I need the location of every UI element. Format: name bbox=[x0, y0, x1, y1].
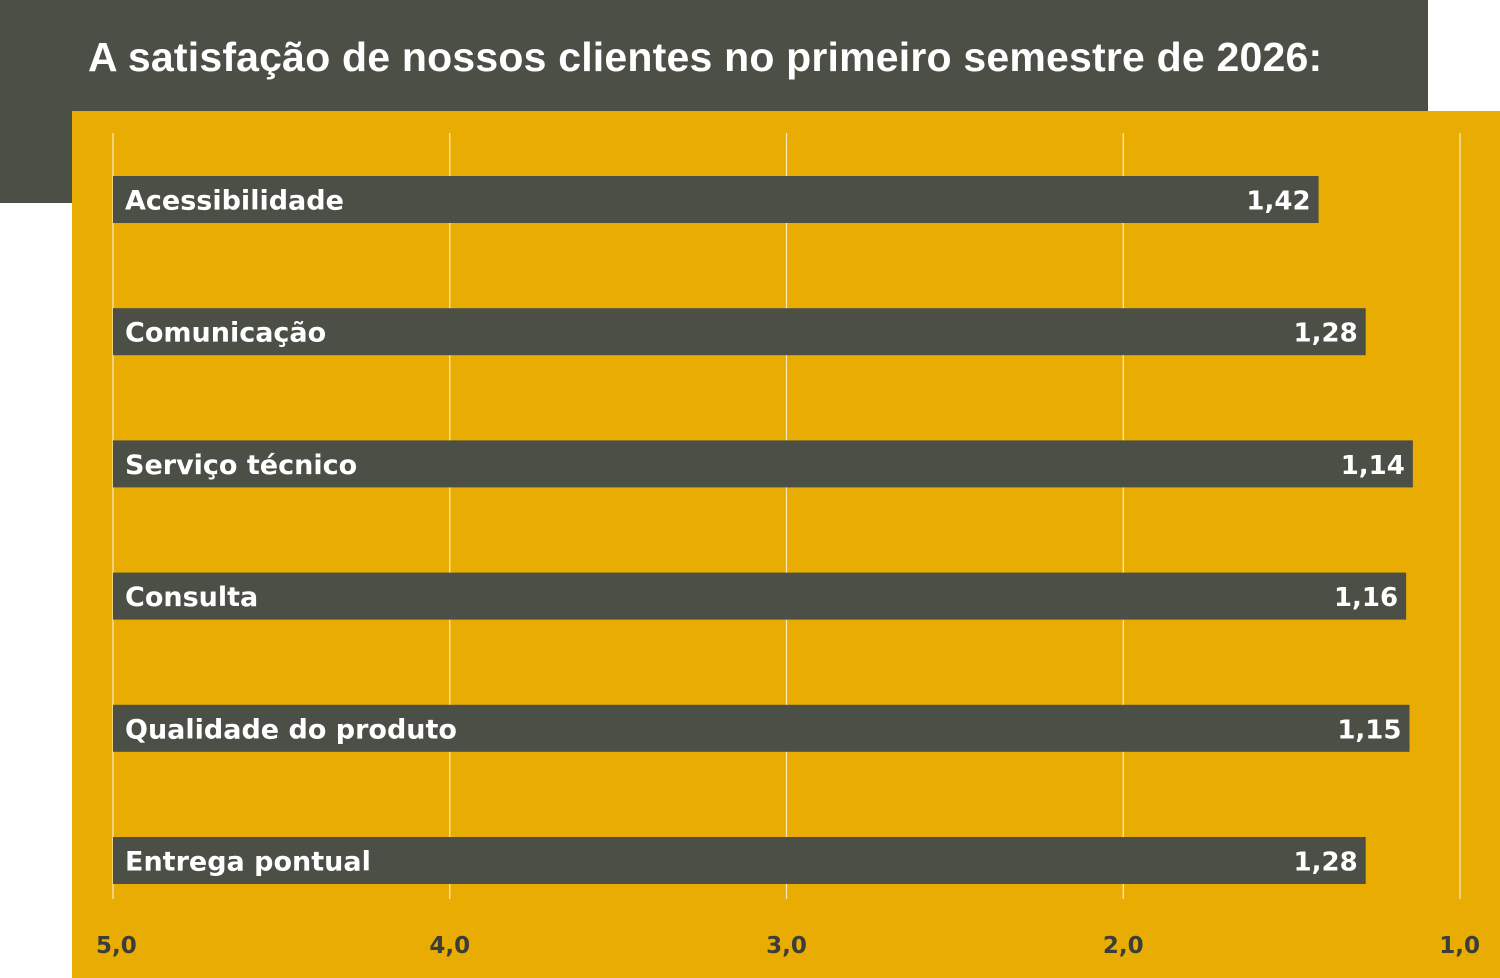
x-tick-label: 3,0 bbox=[766, 933, 807, 959]
x-tick-label: 5,0 bbox=[96, 933, 137, 959]
data-label: 1,28 bbox=[1294, 848, 1358, 878]
bar-chart: Acessibilidade 1,42 Comunicação 1,28 Serviço… bbox=[96, 133, 1480, 959]
category-label: Qualidade do produto bbox=[125, 714, 457, 745]
gridlines bbox=[112, 133, 1461, 899]
bar bbox=[113, 837, 1366, 884]
x-tick-label: 4,0 bbox=[429, 933, 470, 959]
bar bbox=[113, 308, 1366, 356]
category-label: Serviço técnico bbox=[125, 450, 357, 481]
data-label: 1,14 bbox=[1341, 451, 1405, 481]
category-label: Acessibilidade bbox=[125, 186, 344, 217]
category-label: Consulta bbox=[125, 582, 258, 613]
data-label: 1,16 bbox=[1334, 583, 1398, 613]
x-tick-label: 1,0 bbox=[1439, 933, 1480, 959]
data-label: 1,28 bbox=[1294, 319, 1358, 349]
chart-panel: Acessibilidade 1,42 Comunicação 1,28 Serviço… bbox=[72, 111, 1500, 978]
x-tick-label: 2,0 bbox=[1103, 933, 1144, 959]
x-axis-ticks: 5,0 4,0 3,0 2,0 1,0 bbox=[96, 933, 1480, 959]
data-label: 1,42 bbox=[1246, 187, 1310, 217]
bar bbox=[113, 176, 1319, 223]
bar bbox=[113, 704, 1410, 752]
bars: Acessibilidade 1,42 Comunicação 1,28 Serviço… bbox=[113, 176, 1413, 884]
category-label: Entrega pontual bbox=[125, 847, 371, 878]
bar bbox=[113, 440, 1413, 488]
data-label: 1,15 bbox=[1337, 715, 1401, 745]
page-title: A satisfação de nossos clientes no prime… bbox=[88, 34, 1323, 80]
bar bbox=[113, 572, 1407, 620]
category-label: Comunicação bbox=[125, 318, 326, 349]
